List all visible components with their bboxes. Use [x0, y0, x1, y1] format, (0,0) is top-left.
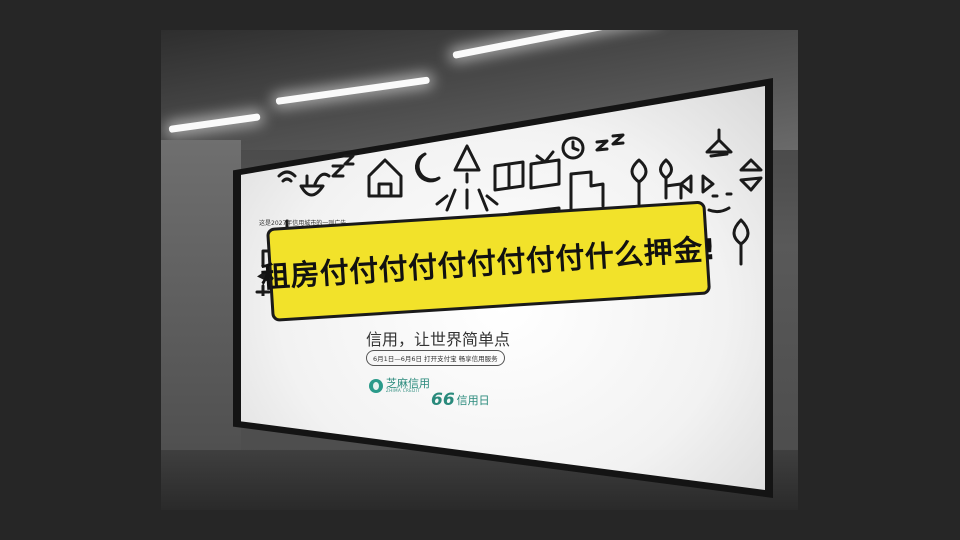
moon-icon — [415, 152, 441, 183]
sleep-zz-icon — [331, 154, 355, 178]
plant-icon — [299, 172, 331, 197]
lamp-icon — [435, 144, 499, 212]
headline: 租房付付付付付付付付付什么押金! — [259, 231, 718, 295]
lamp-icon — [705, 128, 733, 158]
slogan: 信用，让世界简单点 — [366, 330, 511, 349]
sparkle-icon — [255, 284, 271, 296]
clock-icon — [561, 136, 585, 160]
sesame-icon — [369, 378, 383, 393]
left-wall — [161, 140, 241, 510]
face-icon — [707, 192, 733, 214]
fine-print: 这是2027年信用城市的一则广告 — [259, 220, 347, 227]
tree-icon — [732, 218, 750, 266]
arrow-icon — [679, 174, 715, 194]
arrow-icon — [739, 158, 763, 192]
house-icon — [367, 158, 403, 198]
billboard-photo: 这是2027年信用城市的一则广告 租房付付付付付付付付付什么押金! 信用，让世界… — [161, 30, 798, 510]
cabinet-icon — [493, 160, 525, 192]
tv-icon — [529, 150, 561, 190]
buildings-icon — [569, 170, 605, 218]
wifi-icon — [277, 170, 297, 183]
credit-day-logo: 66 信用日 — [431, 390, 490, 410]
tree-icon — [659, 158, 683, 200]
sesame-name: 芝麻信用 — [386, 377, 430, 390]
doodle-illustrations — [255, 128, 763, 296]
sleep-zz-icon — [595, 133, 625, 152]
credit-day-name: 信用日 — [456, 394, 490, 407]
tree-icon — [630, 158, 648, 206]
sesame-credit-logo: 芝麻信用 ZHIMA CREDIT — [369, 378, 430, 393]
credit-day-number: 66 — [431, 390, 455, 410]
date-line: 6月1日—6月6日 打开支付宝 畅享信用服务 — [366, 350, 505, 366]
sesame-english: ZHIMA CREDIT — [386, 388, 420, 393]
